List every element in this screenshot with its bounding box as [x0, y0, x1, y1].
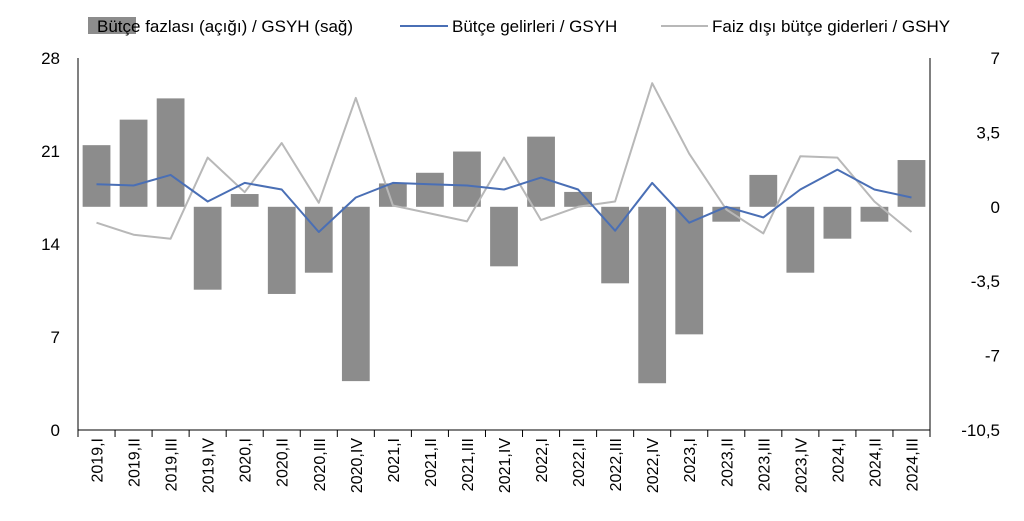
legend-label-bar: Bütçe fazlası (açığı) / GSYH (sağ) [97, 17, 353, 36]
bar [119, 119, 148, 207]
bar [267, 206, 296, 294]
bar [749, 174, 778, 207]
x-tick-label: 2019,IV [201, 438, 218, 493]
x-tick-label: 2023,II [719, 438, 736, 487]
y-left-tick-label: 7 [51, 328, 60, 347]
y-left-tick-label: 14 [41, 235, 60, 254]
x-tick-label: 2019,II [127, 438, 144, 487]
y-right-tick-label: 0 [991, 198, 1000, 217]
bar [304, 206, 333, 273]
legend-label-revenue: Bütçe gelirleri / GSYH [452, 17, 617, 36]
bar [453, 151, 481, 207]
y-right-tick-label: 3,5 [976, 123, 1000, 142]
y-right-tick-label: -3,5 [971, 272, 1000, 291]
bar [490, 206, 518, 267]
x-tick-label: 2019,III [164, 438, 181, 491]
y-left-tick-label: 28 [41, 49, 60, 68]
x-tick-label: 2020,I [238, 438, 255, 482]
x-tick-label: 2022,IV [645, 438, 662, 493]
y-right-tick-label: 7 [991, 49, 1000, 68]
bar [193, 206, 222, 290]
revenue-line [96, 168, 912, 233]
x-tick-label: 2023,IV [793, 438, 810, 493]
bar [341, 206, 370, 382]
x-tick-label: 2021,I [386, 438, 403, 482]
y-left-tick-label: 0 [51, 421, 60, 440]
bar [527, 136, 555, 207]
legend-label-expenditure: Faiz dışı bütçe giderleri / GSHY [712, 17, 950, 36]
legend: Bütçe fazlası (açığı) / GSYH (sağ) Bütçe… [88, 17, 950, 36]
x-tick-label: 2024,III [904, 438, 921, 491]
x-tick-label: 2023,I [682, 438, 699, 482]
bar [416, 172, 444, 207]
x-tick-label: 2021,IV [497, 438, 514, 493]
x-tick-label: 2020,IV [349, 438, 366, 493]
bar-series [82, 98, 926, 384]
y-left-tick-label: 21 [41, 142, 60, 161]
bar [675, 206, 704, 335]
x-tick-label: 2022,II [571, 438, 588, 487]
bar [823, 206, 852, 239]
bar [564, 191, 592, 207]
y-axis-left: 28 21 14 7 0 [41, 49, 60, 440]
x-tick-label: 2022,I [534, 438, 551, 482]
x-tick-label: 2021,II [423, 438, 440, 487]
x-tick-label: 2024,II [867, 438, 884, 487]
x-tick-label: 2020,III [312, 438, 329, 491]
bar [638, 206, 667, 384]
x-tick-label: 2024,I [830, 438, 847, 482]
y-right-tick-label: -7 [985, 347, 1000, 366]
axes [77, 58, 931, 437]
x-tick-label: 2022,III [608, 438, 625, 491]
bar [156, 98, 185, 207]
legend-swatch-bar [88, 17, 136, 34]
y-axis-right: 7 3,5 0 -3,5 -7 -10,5 [961, 49, 1000, 440]
bar [897, 160, 926, 207]
x-tick-label: 2020,II [275, 438, 292, 487]
bar [82, 145, 111, 207]
y-right-tick-label: -10,5 [961, 421, 1000, 440]
bar [860, 206, 889, 222]
x-tick-label: 2019,I [90, 438, 107, 482]
bar [786, 206, 815, 273]
x-tick-label: 2023,III [756, 438, 773, 491]
x-axis-labels: 2019,I 2019,II 2019,III 2019,IV 2020,I 2020,I… [90, 438, 922, 493]
bar [230, 194, 259, 207]
x-tick-label: 2021,III [460, 438, 477, 491]
line-series [96, 82, 913, 240]
bar [378, 183, 407, 207]
